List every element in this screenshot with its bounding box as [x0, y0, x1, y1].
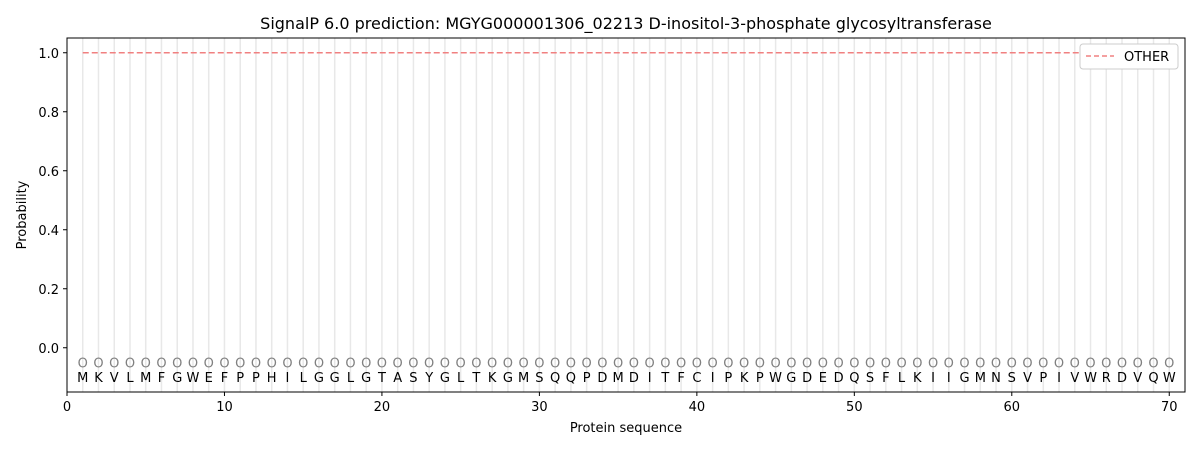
- position-label-39: O: [676, 357, 686, 372]
- position-label-59: O: [991, 357, 1001, 372]
- x-tick-label: 0: [63, 400, 71, 415]
- position-label-57: O: [959, 357, 969, 372]
- position-label-29: O: [519, 357, 529, 372]
- position-label-51: O: [865, 357, 875, 372]
- position-label-4: O: [125, 357, 135, 372]
- position-label-69: O: [1148, 357, 1158, 372]
- position-label-31: O: [550, 357, 560, 372]
- position-label-27: O: [487, 357, 497, 372]
- x-tick-label: 10: [216, 400, 233, 415]
- position-label-44: O: [755, 357, 765, 372]
- position-label-28: O: [503, 357, 513, 372]
- position-label-25: O: [456, 357, 466, 372]
- position-label-9: O: [204, 357, 214, 372]
- position-label-3: O: [109, 357, 119, 372]
- position-label-54: O: [912, 357, 922, 372]
- position-label-47: O: [802, 357, 812, 372]
- position-label-30: O: [534, 357, 544, 372]
- y-tick-label: 0.6: [38, 165, 59, 180]
- position-label-36: O: [629, 357, 639, 372]
- position-label-32: O: [566, 357, 576, 372]
- x-tick-label: 70: [1161, 400, 1178, 415]
- position-label-24: O: [440, 357, 450, 372]
- position-label-6: O: [156, 357, 166, 372]
- position-label-37: O: [645, 357, 655, 372]
- position-label-19: O: [361, 357, 371, 372]
- x-tick-label: 20: [374, 400, 391, 415]
- position-label-16: O: [314, 357, 324, 372]
- position-label-2: O: [93, 357, 103, 372]
- y-tick-label: 1.0: [38, 47, 59, 62]
- position-label-22: O: [408, 357, 418, 372]
- x-tick-label: 40: [689, 400, 706, 415]
- position-label-55: O: [928, 357, 938, 372]
- position-label-49: O: [833, 357, 843, 372]
- position-label-68: O: [1133, 357, 1143, 372]
- position-label-21: O: [393, 357, 403, 372]
- position-label-35: O: [613, 357, 623, 372]
- legend-box: [1079, 43, 1179, 70]
- x-tick-label: 30: [531, 400, 548, 415]
- position-label-64: O: [1070, 357, 1080, 372]
- position-label-11: O: [235, 357, 245, 372]
- position-label-40: O: [692, 357, 702, 372]
- position-label-5: O: [141, 357, 151, 372]
- position-label-8: O: [188, 357, 198, 372]
- position-label-67: O: [1117, 357, 1127, 372]
- position-label-12: O: [251, 357, 261, 372]
- protein-sequence: MKVLMFGWEFPPHILGGLGTASYGLTKGMSQQPDMDITFC…: [77, 371, 1176, 386]
- position-label-50: O: [849, 357, 859, 372]
- position-label-10: O: [219, 357, 229, 372]
- position-label-38: O: [660, 357, 670, 372]
- position-label-23: O: [424, 357, 434, 372]
- legend-other-label: OTHER: [1124, 50, 1169, 65]
- position-label-7: O: [172, 357, 182, 372]
- x-tick-label: 60: [1004, 400, 1021, 415]
- position-label-34: O: [597, 357, 607, 372]
- position-label-18: O: [345, 357, 355, 372]
- position-label-1: O: [78, 357, 88, 372]
- position-label-14: O: [282, 357, 292, 372]
- x-tick-label: 50: [846, 400, 863, 415]
- position-label-15: O: [298, 357, 308, 372]
- position-label-62: O: [1038, 357, 1048, 372]
- position-label-61: O: [1022, 357, 1032, 372]
- position-label-65: O: [1085, 357, 1095, 372]
- position-label-20: O: [377, 357, 387, 372]
- y-tick-label: 0.8: [38, 106, 59, 121]
- position-label-66: O: [1101, 357, 1111, 372]
- position-label-33: O: [582, 357, 592, 372]
- position-label-48: O: [818, 357, 828, 372]
- position-label-42: O: [723, 357, 733, 372]
- position-label-46: O: [786, 357, 796, 372]
- y-axis-label: Probability: [15, 180, 30, 249]
- position-label-45: O: [770, 357, 780, 372]
- position-label-52: O: [881, 357, 891, 372]
- position-label-58: O: [975, 357, 985, 372]
- position-label-60: O: [1007, 357, 1017, 372]
- position-label-43: O: [739, 357, 749, 372]
- y-tick-label: 0.2: [38, 283, 59, 298]
- position-label-41: O: [707, 357, 717, 372]
- position-label-53: O: [896, 357, 906, 372]
- position-label-26: O: [471, 357, 481, 372]
- position-label-13: O: [267, 357, 277, 372]
- x-axis-label: Protein sequence: [570, 421, 682, 436]
- position-label-56: O: [944, 357, 954, 372]
- y-tick-label: 0.0: [38, 342, 59, 357]
- position-label-17: O: [330, 357, 340, 372]
- position-label-63: O: [1054, 357, 1064, 372]
- chart-title: SignalP 6.0 prediction: MGYG000001306_02…: [260, 14, 992, 34]
- position-label-70: O: [1164, 357, 1174, 372]
- plot-frame: [66, 37, 1186, 393]
- legend: OTHER: [1079, 43, 1179, 70]
- y-tick-label: 0.4: [38, 224, 59, 239]
